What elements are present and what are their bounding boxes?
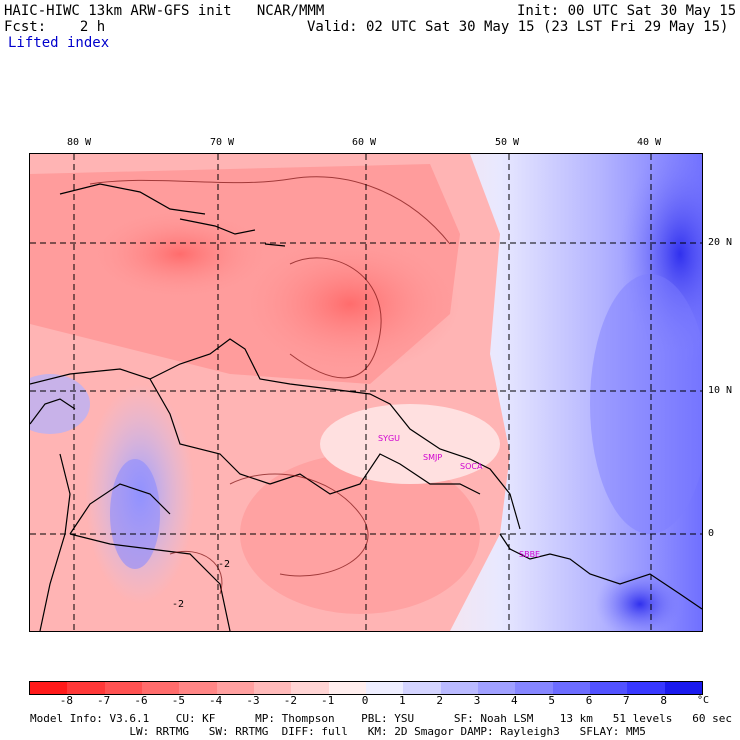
colorbar-unit: °C — [697, 695, 710, 706]
colorbar-cell — [216, 682, 254, 694]
station-label-sygu: SYGU — [378, 434, 401, 443]
station-label-smjp: SMJP — [423, 453, 443, 462]
contour-label: -2 — [172, 599, 185, 610]
colorbar-cell — [440, 682, 478, 694]
contour-center — [289, 257, 382, 379]
model-info-line-1: Model Info: V3.6.1 CU: KF MP: Thompson P… — [30, 712, 732, 725]
colorbar-cell — [515, 682, 553, 694]
lat-label-10n: 10 N — [708, 385, 733, 396]
colorbar-cell — [477, 682, 516, 694]
colorbar-tick-label: -5 — [171, 694, 185, 707]
lon-label-50w: 50 W — [495, 137, 520, 148]
field-red-core — [240, 234, 460, 374]
field-neutral-guiana — [320, 404, 500, 484]
coastlines — [30, 183, 702, 631]
colorbar-tick-label: -2 — [283, 694, 297, 707]
field-blue-east — [590, 274, 702, 534]
colorbar-cell — [403, 682, 441, 694]
colorbar-tick-label: 2 — [436, 694, 443, 707]
colorbar-tick-label: -4 — [209, 694, 223, 707]
colorbar-cell — [141, 682, 180, 694]
colorbar-tick-label: -6 — [134, 694, 148, 707]
coast-puerto-rico — [264, 243, 286, 247]
border-peru-brazil — [69, 533, 231, 631]
field-blue-andes-core — [110, 459, 160, 569]
colorbar-cell — [253, 682, 292, 694]
colorbar-tick-label: 7 — [623, 694, 630, 707]
chart-title: HAIC-HIWC 13km ARW-GFS init NCAR/MMM — [4, 3, 325, 19]
colorbar-tick-label: -1 — [321, 694, 335, 707]
colorbar-tick-label: -3 — [246, 694, 260, 707]
lifted-index-map — [30, 154, 702, 631]
coast-amazon-mouth — [499, 533, 702, 610]
lat-label-0: 0 — [708, 528, 715, 539]
coast-cuba — [59, 183, 206, 215]
colorbar-cell — [664, 682, 702, 694]
colorbar-tick-label: 6 — [585, 694, 593, 707]
colorbar — [29, 681, 703, 695]
coast-hispaniola — [179, 218, 256, 235]
colorbar-tick-label: 0 — [361, 694, 369, 707]
border-venezuela-brazil — [269, 453, 481, 495]
contour-andes — [169, 550, 223, 595]
colorbar-tick-label: -7 — [97, 694, 111, 707]
field-red-core-2 — [90, 209, 270, 299]
colorbar-cell — [67, 682, 105, 694]
border-colombia-venezuela — [149, 378, 271, 485]
contour-south — [229, 473, 369, 577]
colorbar-tick-label: 3 — [473, 694, 481, 707]
colorbar-cell — [104, 682, 142, 694]
forecast-hour: Fcst: 2 h — [4, 19, 106, 35]
colorbar-tick-label: 8 — [660, 694, 667, 707]
colorbar-cell — [589, 682, 628, 694]
station-label-sbbe: SBBE — [519, 550, 541, 559]
colorbar-cell — [179, 682, 217, 694]
contours — [89, 176, 451, 595]
colorbar-tick-label: -8 — [59, 694, 73, 707]
colorbar-cell — [30, 682, 68, 694]
colorbar-cell — [627, 682, 665, 694]
model-info-line-2: LW: RRTMG SW: RRTMG DIFF: full KM: 2D Sm… — [30, 725, 646, 738]
station-label-soca: SOCA — [460, 462, 483, 471]
field-blue-se — [595, 569, 685, 631]
lon-label-60w: 60 W — [352, 137, 377, 148]
colorbar-cell — [552, 682, 590, 694]
valid-time: Valid: 02 UTC Sat 30 May 15 (23 LST Fri … — [307, 19, 729, 35]
colorbar-cell — [328, 682, 366, 694]
field-blue-pacific — [30, 374, 90, 434]
field-blue-ne — [620, 154, 702, 364]
init-time: Init: 00 UTC Sat 30 May 15 — [517, 3, 737, 19]
field-name: Lifted index — [8, 35, 110, 51]
contour-north — [89, 176, 451, 245]
lon-label-80w: 80 W — [67, 137, 92, 148]
coast-caribbean-central — [30, 398, 76, 425]
colorbar-cell — [365, 682, 404, 694]
colorbar-cell — [291, 682, 329, 694]
lon-label-40w: 40 W — [637, 137, 662, 148]
colorbar-tick-label: 4 — [511, 694, 518, 707]
grid — [30, 154, 702, 631]
colorbar-tick-label: 5 — [548, 694, 555, 707]
border-colombia-peru — [69, 483, 171, 535]
contour-label: -2 — [218, 559, 231, 570]
lat-label-20n: 20 N — [708, 237, 733, 248]
colorbar-tick-label: 1 — [399, 694, 406, 707]
map-panel: -2 -2 SYGU SMJP SOCA SBBE — [29, 153, 703, 632]
lon-label-70w: 70 W — [210, 137, 235, 148]
